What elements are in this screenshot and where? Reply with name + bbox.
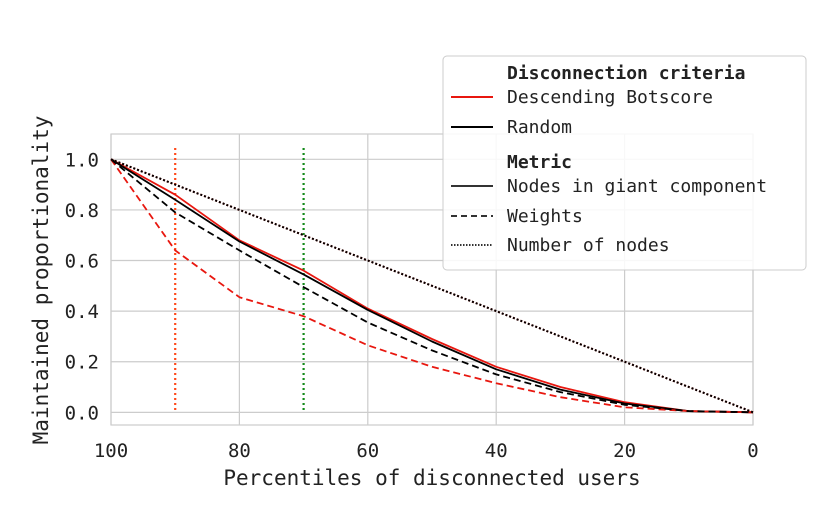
x-tick-labels: 100 80 60 40 20 0 bbox=[94, 440, 759, 462]
legend-label: Nodes in giant component bbox=[507, 176, 767, 197]
y-tick-label: 0.8 bbox=[65, 200, 99, 222]
legend-label: Number of nodes bbox=[507, 235, 670, 256]
series-line bbox=[110, 158, 754, 414]
legend-entries: Descending Botscore Random Nodes in giant … bbox=[451, 87, 767, 256]
legend-criteria-title: Disconnection criteria bbox=[507, 63, 745, 84]
y-tick-label: 0.6 bbox=[65, 251, 99, 273]
y-tick-label: 1.0 bbox=[65, 149, 99, 171]
series-lines bbox=[110, 158, 754, 414]
x-tick-label: 40 bbox=[485, 440, 508, 462]
x-axis-label: Percentiles of disconnected users bbox=[223, 466, 640, 490]
series-line bbox=[110, 158, 754, 414]
legend-label: Descending Botscore bbox=[507, 87, 713, 108]
x-tick-label: 20 bbox=[613, 440, 636, 462]
x-tick-label: 100 bbox=[94, 440, 128, 462]
x-tick-label: 0 bbox=[747, 440, 758, 462]
legend-label: Random bbox=[507, 117, 572, 138]
x-tick-label: 60 bbox=[356, 440, 379, 462]
x-tick-label: 80 bbox=[228, 440, 251, 462]
y-tick-label: 0.2 bbox=[65, 352, 99, 374]
series-line bbox=[110, 158, 754, 414]
plot-frame bbox=[110, 133, 754, 426]
legend-metric-title: Metric bbox=[507, 152, 572, 173]
y-tick-label: 0.4 bbox=[65, 301, 99, 323]
legend-box bbox=[442, 55, 807, 271]
y-axis-label: Maintained proportionality bbox=[29, 116, 53, 445]
y-tick-label: 0.0 bbox=[65, 402, 99, 424]
legend-label: Weights bbox=[507, 206, 583, 227]
legend: Disconnection criteria Metric Descending… bbox=[442, 55, 807, 271]
y-tick-labels: 0.0 0.2 0.4 0.6 0.8 1.0 bbox=[65, 149, 99, 424]
threshold-lines bbox=[174, 148, 305, 413]
